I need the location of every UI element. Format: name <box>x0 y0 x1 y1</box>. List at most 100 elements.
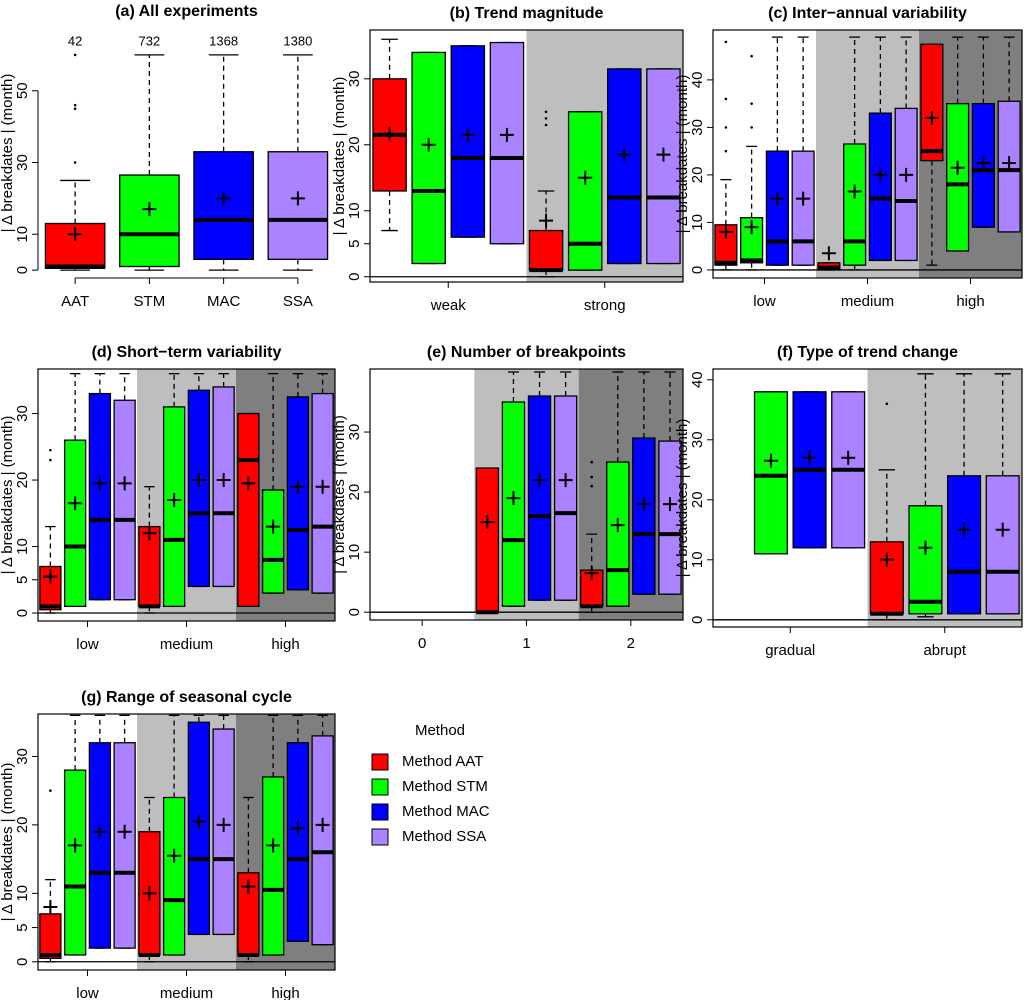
box <box>237 412 260 608</box>
y-axis-label: | Δ breakdates | (month) <box>674 75 691 234</box>
mean-marker <box>763 453 778 468</box>
box <box>187 389 211 588</box>
y-tick-label: 5 <box>346 240 363 248</box>
box <box>946 102 970 252</box>
outlier <box>73 103 77 107</box>
outlier <box>49 789 52 792</box>
mean-marker <box>290 191 305 206</box>
y-tick-label: 10 <box>346 544 363 561</box>
y-axis-label: | Δ breakdates | (month) <box>674 419 691 578</box>
box <box>119 174 180 268</box>
mean-marker <box>68 838 83 853</box>
mean-marker <box>266 838 281 853</box>
panel-title: (f) Type of trend change <box>777 344 958 361</box>
y-axis-label: | Δ breakdates | (month) <box>0 74 16 233</box>
panel-title: (b) Trend magnitude <box>450 5 604 22</box>
y-tick-label: 0 <box>14 958 31 966</box>
box <box>765 150 789 266</box>
x-tick-label: 2 <box>627 635 635 652</box>
y-tick-label: 10 <box>689 214 706 231</box>
panel-title: (d) Short−term variability <box>92 344 282 361</box>
box <box>311 735 334 946</box>
box <box>740 217 764 264</box>
box <box>946 475 982 615</box>
box <box>39 913 62 960</box>
box <box>113 742 136 949</box>
x-tick-label: medium <box>160 985 213 1000</box>
mean-marker <box>290 479 305 494</box>
box <box>193 151 254 260</box>
box <box>567 111 603 271</box>
mean-marker <box>480 515 495 530</box>
box <box>63 439 87 608</box>
outlier <box>724 97 728 101</box>
box <box>411 51 446 265</box>
y-tick-label: 30 <box>14 748 31 765</box>
mean-marker <box>142 886 157 901</box>
plot-frame <box>712 368 1023 628</box>
x-tick-label: STM <box>134 293 166 310</box>
x-tick-label: high <box>271 636 299 653</box>
outlier <box>724 126 728 129</box>
legend-swatch <box>371 778 389 796</box>
count-label: 42 <box>68 33 82 48</box>
y-tick-label: 20 <box>14 472 31 489</box>
mean-marker <box>610 518 625 533</box>
outlier <box>724 40 728 44</box>
box <box>646 68 681 265</box>
mean-marker <box>584 566 599 581</box>
mean-marker <box>539 213 554 228</box>
y-tick-label: 50 <box>14 82 31 99</box>
y-tick-label: 20 <box>689 491 706 508</box>
mean-marker <box>662 497 677 512</box>
mean-marker <box>117 476 132 491</box>
panel-title: (e) Number of breakpoints <box>427 344 626 361</box>
mean-marker <box>995 522 1010 537</box>
box <box>527 395 552 601</box>
box <box>261 776 285 956</box>
count-label: 1368 <box>209 33 238 48</box>
outlier <box>885 402 889 406</box>
mean-marker <box>636 497 651 512</box>
legend-label: Method STM <box>402 778 488 795</box>
y-tick-label: 40 <box>689 371 706 388</box>
y-tick-label: 20 <box>14 817 31 834</box>
box <box>88 742 112 949</box>
outlier <box>73 107 77 111</box>
mean-marker <box>578 170 593 185</box>
mean-marker <box>1002 156 1017 171</box>
mean-marker <box>421 137 436 152</box>
y-tick-label: 5 <box>14 923 31 931</box>
mean-marker <box>744 220 759 235</box>
box <box>791 150 815 266</box>
x-tick-label: high <box>271 985 299 1000</box>
box <box>632 437 656 595</box>
mean-marker <box>532 473 547 488</box>
mean-marker <box>167 492 182 507</box>
outlier <box>544 117 548 120</box>
mean-marker <box>617 147 632 162</box>
y-tick-label: 40 <box>689 72 706 89</box>
outlier <box>49 458 52 462</box>
x-tick-label: AAT <box>61 293 89 310</box>
box <box>606 461 630 607</box>
y-tick-label: 0 <box>689 616 706 624</box>
x-tick-label: weak <box>430 297 467 314</box>
box <box>475 467 500 613</box>
mean-marker <box>142 202 157 217</box>
mean-marker <box>68 227 83 242</box>
outlier <box>724 149 728 153</box>
box <box>985 475 1020 615</box>
mean-marker <box>142 526 157 541</box>
y-axis-label: | Δ breakdates | (month) <box>331 415 348 574</box>
mean-marker <box>796 191 811 206</box>
panel-title: (c) Inter−annual variability <box>768 5 967 22</box>
x-tick-label: 0 <box>418 635 426 652</box>
legend-title: Method <box>415 722 465 739</box>
y-tick-label: 0 <box>14 266 31 274</box>
count-label: 732 <box>139 33 161 48</box>
box <box>489 41 525 245</box>
mean-marker <box>92 476 107 491</box>
box <box>261 489 285 594</box>
